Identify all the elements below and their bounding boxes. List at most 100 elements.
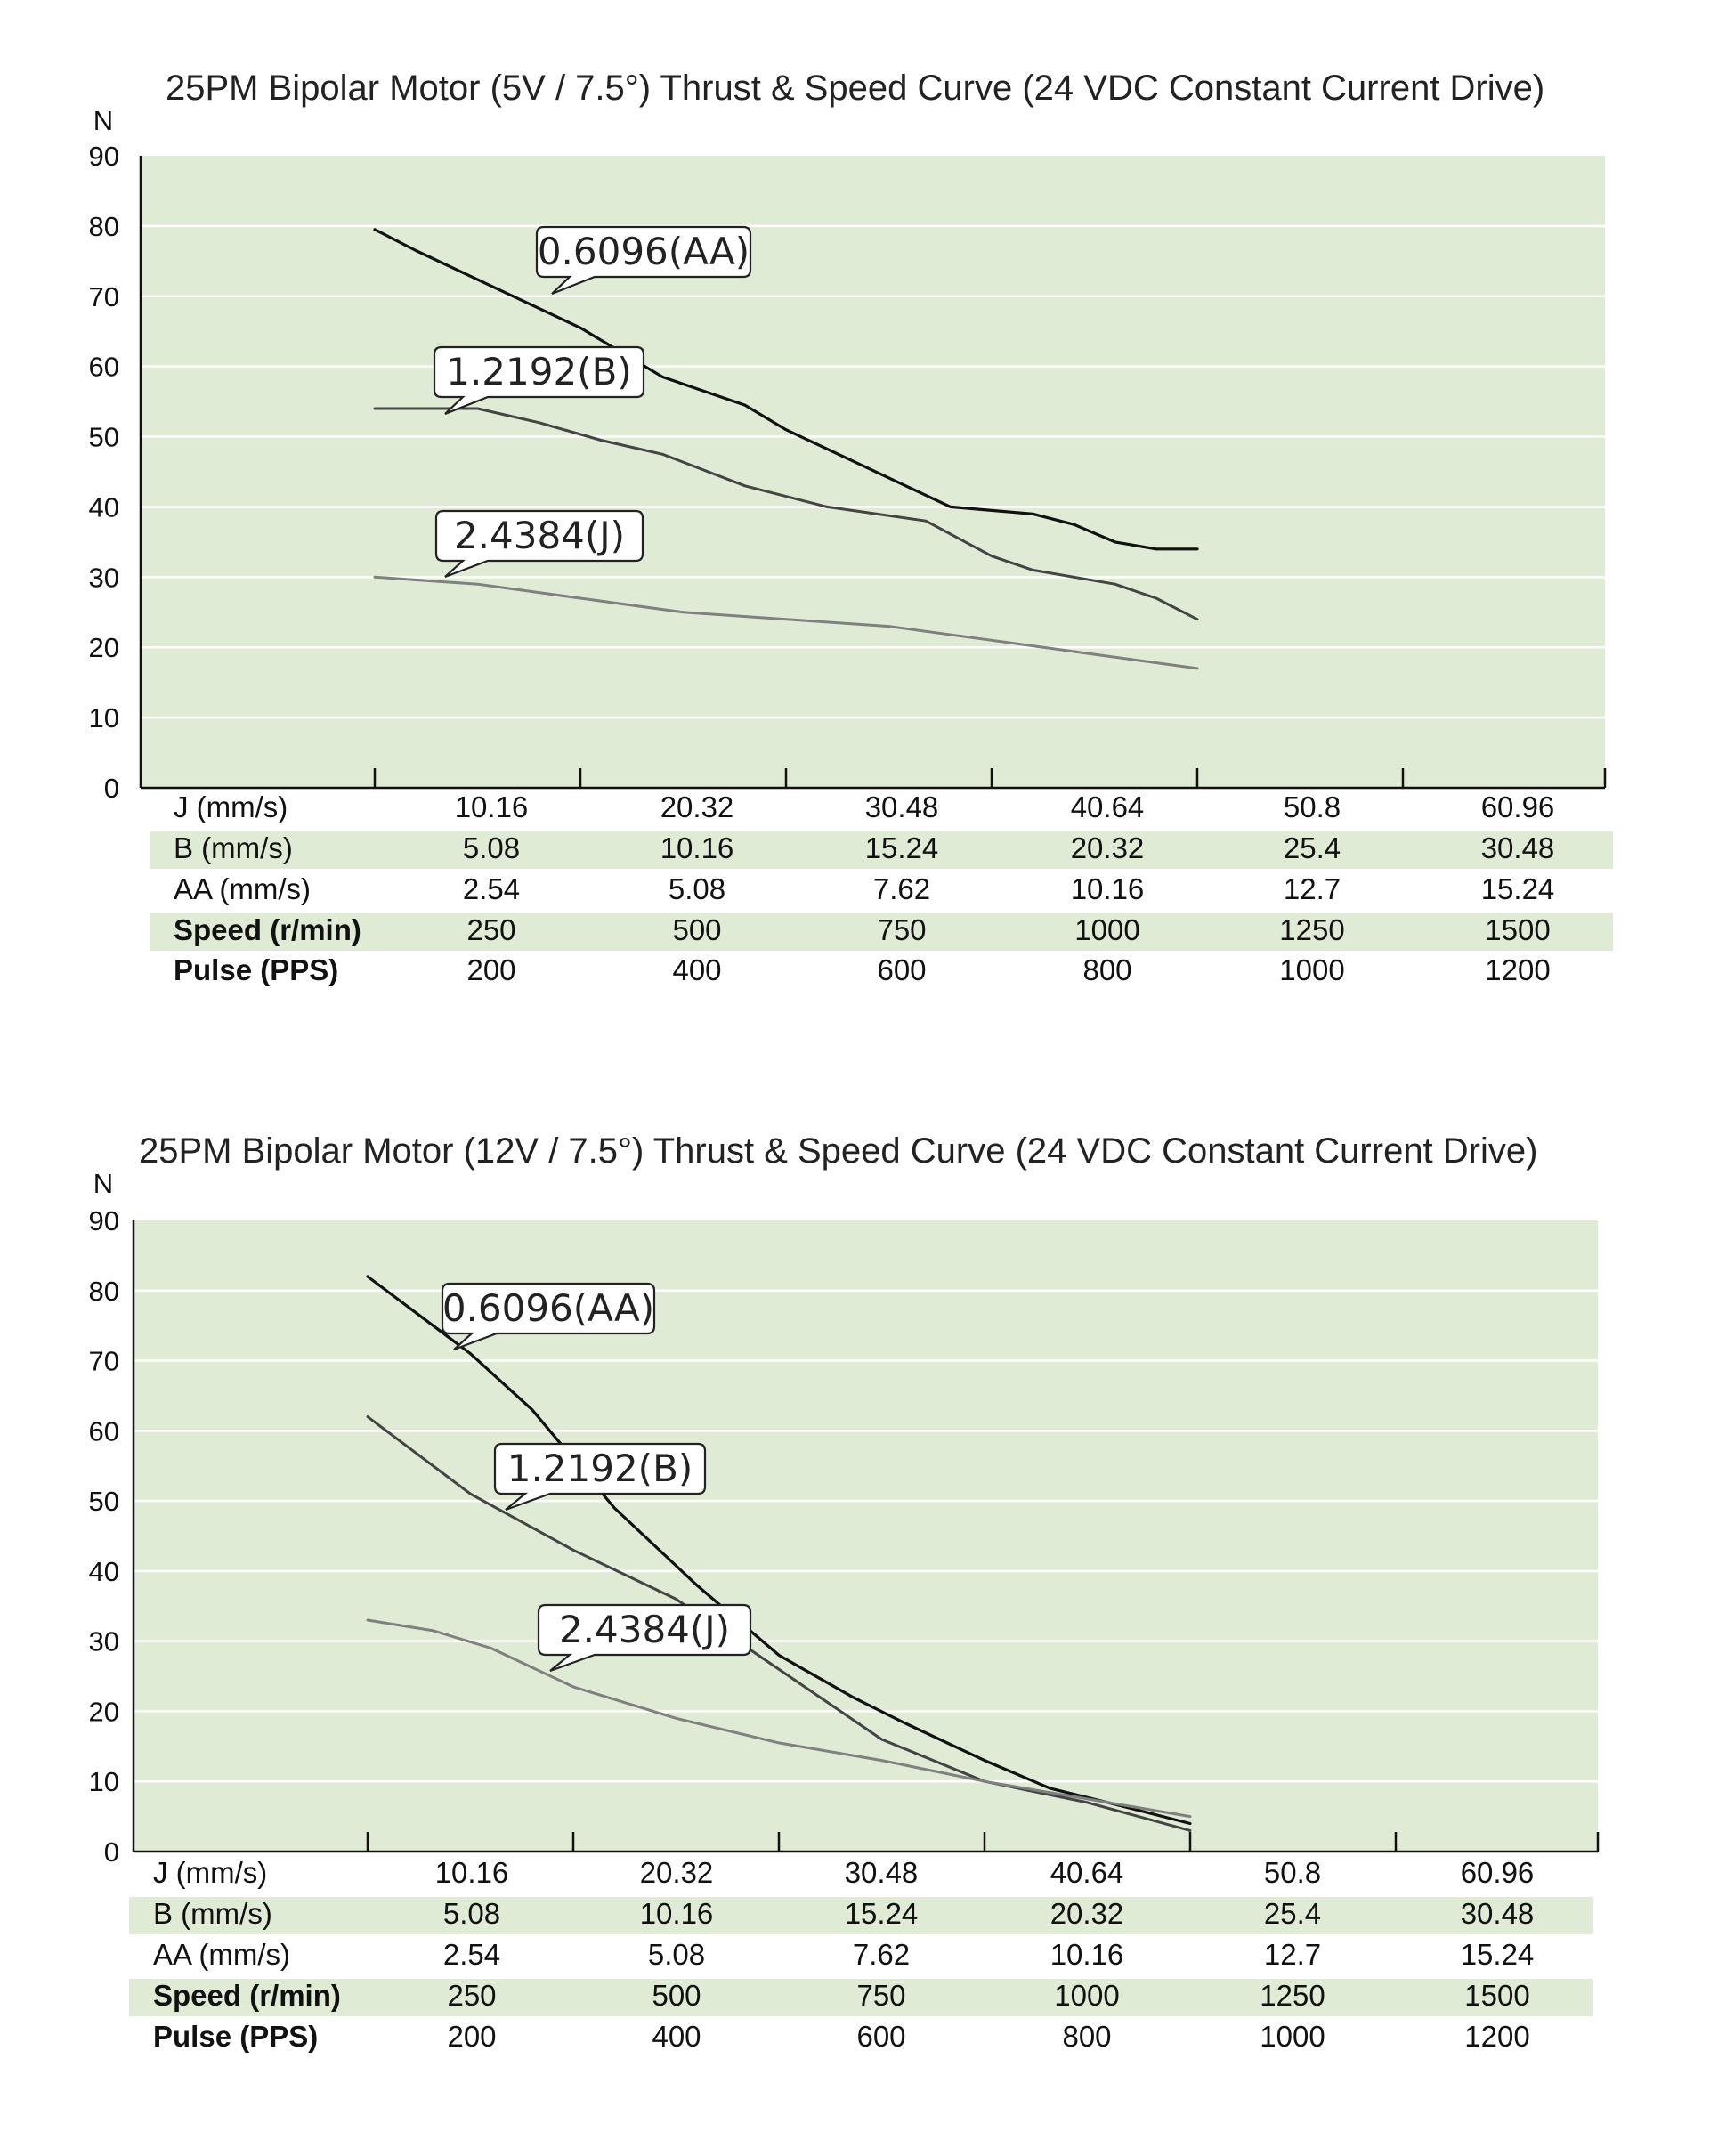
chart-title: 25PM Bipolar Motor (12V / 7.5°) Thrust &… — [139, 1131, 1537, 1171]
table-cell: 20.32 — [1050, 1897, 1124, 1930]
series-line-j — [373, 575, 1199, 670]
y-tick-label: 70 — [89, 281, 119, 312]
table-cell: 1000 — [1279, 953, 1344, 986]
y-tick-label: 70 — [89, 1346, 119, 1377]
table-cell: 200 — [466, 953, 515, 986]
table-row-label: Speed (r/min) — [153, 1979, 341, 2012]
table-cell: 10.16 — [1071, 872, 1145, 905]
y-tick-label: 40 — [89, 1556, 119, 1587]
y-tick-label: 20 — [89, 632, 119, 663]
table-row-band — [150, 913, 1613, 951]
y-tick-label: 30 — [89, 1626, 119, 1658]
table-cell: 250 — [466, 913, 515, 946]
table-cell: 750 — [877, 913, 926, 946]
table-cell: 7.62 — [873, 872, 930, 905]
callout-bubble — [441, 1282, 656, 1351]
table-row-label: J (mm/s) — [153, 1856, 267, 1889]
table-cell: 250 — [447, 1979, 496, 2012]
callout-bubble — [535, 225, 752, 296]
table-cell: 1500 — [1464, 1979, 1529, 2012]
series-line-b — [366, 1415, 1192, 1832]
table-cell: 800 — [1062, 2020, 1111, 2053]
table-cell: 25.4 — [1264, 1897, 1321, 1930]
table-row-label: B (mm/s) — [174, 831, 293, 864]
table-cell: 15.24 — [865, 831, 939, 864]
table-cell: 10.16 — [455, 790, 529, 823]
series-callout-b: 1.2192(B) — [493, 1442, 707, 1512]
table-cell: 2.54 — [463, 872, 520, 905]
callout-bubble — [493, 1442, 707, 1512]
chart-top: 25PM Bipolar Motor (5V / 7.5°) Thrust & … — [0, 0, 1710, 1024]
table-cell: 5.08 — [463, 831, 520, 864]
series-line-aa — [373, 228, 1199, 551]
series-callout-j: 2.4384(J) — [434, 509, 644, 579]
table-cell: 5.08 — [648, 1938, 705, 1971]
chart-svg-12v: 25PM Bipolar Motor (12V / 7.5°) Thrust &… — [89, 1131, 1600, 2053]
table-cell: 60.96 — [1481, 790, 1555, 823]
y-tick-label: 10 — [89, 702, 119, 734]
table-cell: 400 — [652, 2020, 701, 2053]
table-cell: 400 — [672, 953, 721, 986]
table-row-label: AA (mm/s) — [153, 1938, 290, 1971]
table-cell: 30.48 — [845, 1856, 919, 1889]
table-cell: 15.24 — [845, 1897, 919, 1930]
y-tick-label: 90 — [89, 1205, 119, 1236]
y-tick-label: 20 — [89, 1696, 119, 1727]
table-row-label: B (mm/s) — [153, 1897, 272, 1930]
callout-text: 0.6096(AA) — [538, 230, 750, 273]
table-cell: 600 — [877, 953, 926, 986]
table-cell: 1250 — [1260, 1979, 1325, 2012]
y-tick-label: 80 — [89, 211, 119, 242]
table-cell: 800 — [1082, 953, 1131, 986]
table-cell: 1250 — [1279, 913, 1344, 946]
table-cell: 40.64 — [1071, 790, 1145, 823]
series-line-aa — [366, 1275, 1192, 1826]
table-row-label: Pulse (PPS) — [174, 953, 338, 986]
y-tick-label: 90 — [89, 141, 119, 172]
chart-bottom: 25PM Bipolar Motor (12V / 7.5°) Thrust &… — [0, 1024, 1710, 2156]
table-cell: 1500 — [1485, 913, 1550, 946]
series-callout-j: 2.4384(J) — [537, 1603, 752, 1673]
y-tick-label: 60 — [89, 352, 119, 383]
series-callout-aa: 0.6096(AA) — [535, 225, 752, 296]
table-cell: 5.08 — [669, 872, 725, 905]
callout-text: 1.2192(B) — [507, 1447, 693, 1490]
table-cell: 40.64 — [1050, 1856, 1124, 1889]
table-row-band — [129, 1897, 1593, 1934]
table-cell: 2.54 — [443, 1938, 500, 1971]
table-cell: 12.7 — [1284, 872, 1341, 905]
table-cell: 200 — [447, 2020, 496, 2053]
table-cell: 30.48 — [865, 790, 939, 823]
table-cell: 50.8 — [1264, 1856, 1321, 1889]
series-line-j — [366, 1618, 1192, 1819]
table-row-band — [150, 831, 1613, 869]
table-cell: 750 — [856, 1979, 905, 2012]
table-cell: 10.16 — [640, 1897, 714, 1930]
table-cell: 1200 — [1464, 2020, 1529, 2053]
table-cell: 1000 — [1054, 1979, 1119, 2012]
table-cell: 5.08 — [443, 1897, 500, 1930]
table-cell: 25.4 — [1284, 831, 1341, 864]
y-tick-label: 50 — [89, 422, 119, 453]
y-axis-unit-label: N — [93, 1168, 113, 1199]
table-cell: 30.48 — [1461, 1897, 1535, 1930]
callout-text: 2.4384(J) — [559, 1608, 730, 1651]
series-callout-aa: 0.6096(AA) — [441, 1282, 656, 1351]
series-line-b — [373, 407, 1199, 621]
callout-text: 1.2192(B) — [446, 350, 632, 393]
table-row-band — [129, 1979, 1593, 2016]
table-cell: 20.32 — [660, 790, 734, 823]
y-tick-label: 0 — [104, 1836, 119, 1868]
y-tick-label: 10 — [89, 1766, 119, 1797]
callout-bubble — [433, 345, 645, 416]
callout-bubble — [537, 1603, 752, 1673]
y-tick-label: 0 — [104, 773, 119, 804]
table-cell: 15.24 — [1461, 1938, 1535, 1971]
y-axis-unit-label: N — [93, 105, 113, 136]
table-cell: 10.16 — [660, 831, 734, 864]
table-cell: 1000 — [1074, 913, 1139, 946]
table-cell: 1200 — [1485, 953, 1550, 986]
table-cell: 10.16 — [1050, 1938, 1124, 1971]
table-cell: 500 — [652, 1979, 701, 2012]
callout-text: 2.4384(J) — [454, 514, 625, 557]
